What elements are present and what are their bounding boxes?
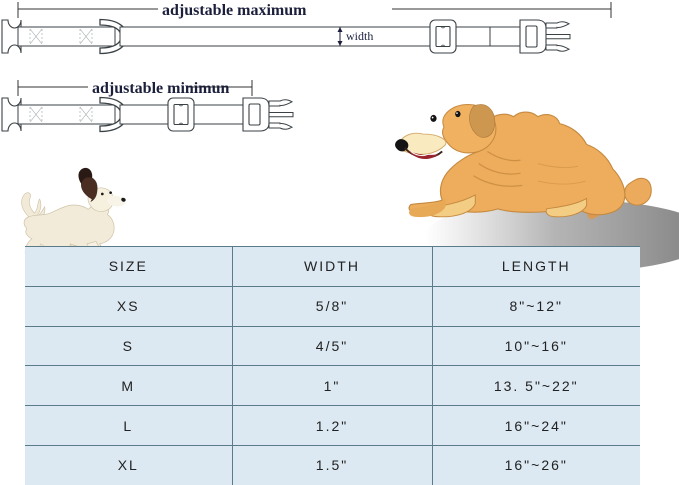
svg-text:adjustable maximum: adjustable maximum	[162, 2, 307, 19]
svg-text:adjustable minimun: adjustable minimun	[92, 80, 229, 97]
svg-text:width: width	[346, 29, 373, 43]
